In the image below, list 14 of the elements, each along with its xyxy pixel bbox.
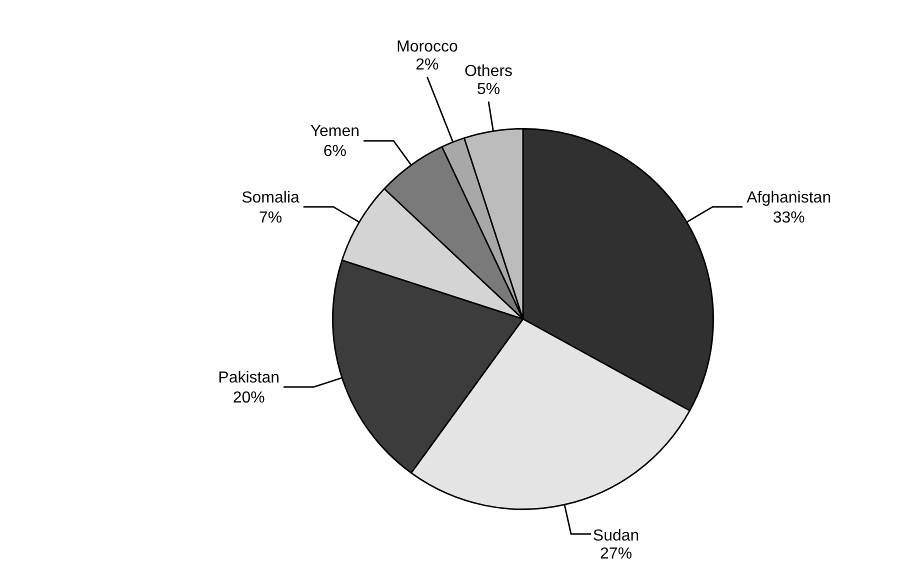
data-label: 7% <box>258 209 282 226</box>
data-label: 5% <box>476 80 500 98</box>
data-label: 27% <box>600 545 632 562</box>
slice-label: Somalia <box>242 189 300 206</box>
data-label: 20% <box>232 389 265 406</box>
slice-label: Morocco <box>396 38 458 56</box>
slice-label: Sudan <box>592 527 640 544</box>
slice-label: Others <box>464 62 513 80</box>
data-label: 6% <box>323 143 346 160</box>
data-label: 2% <box>416 56 439 74</box>
slice-label: Pakistan <box>218 369 280 386</box>
slice-label: Afghanistan <box>746 189 832 206</box>
slice-label: Yemen <box>310 123 360 140</box>
data-label: 33% <box>772 209 805 226</box>
